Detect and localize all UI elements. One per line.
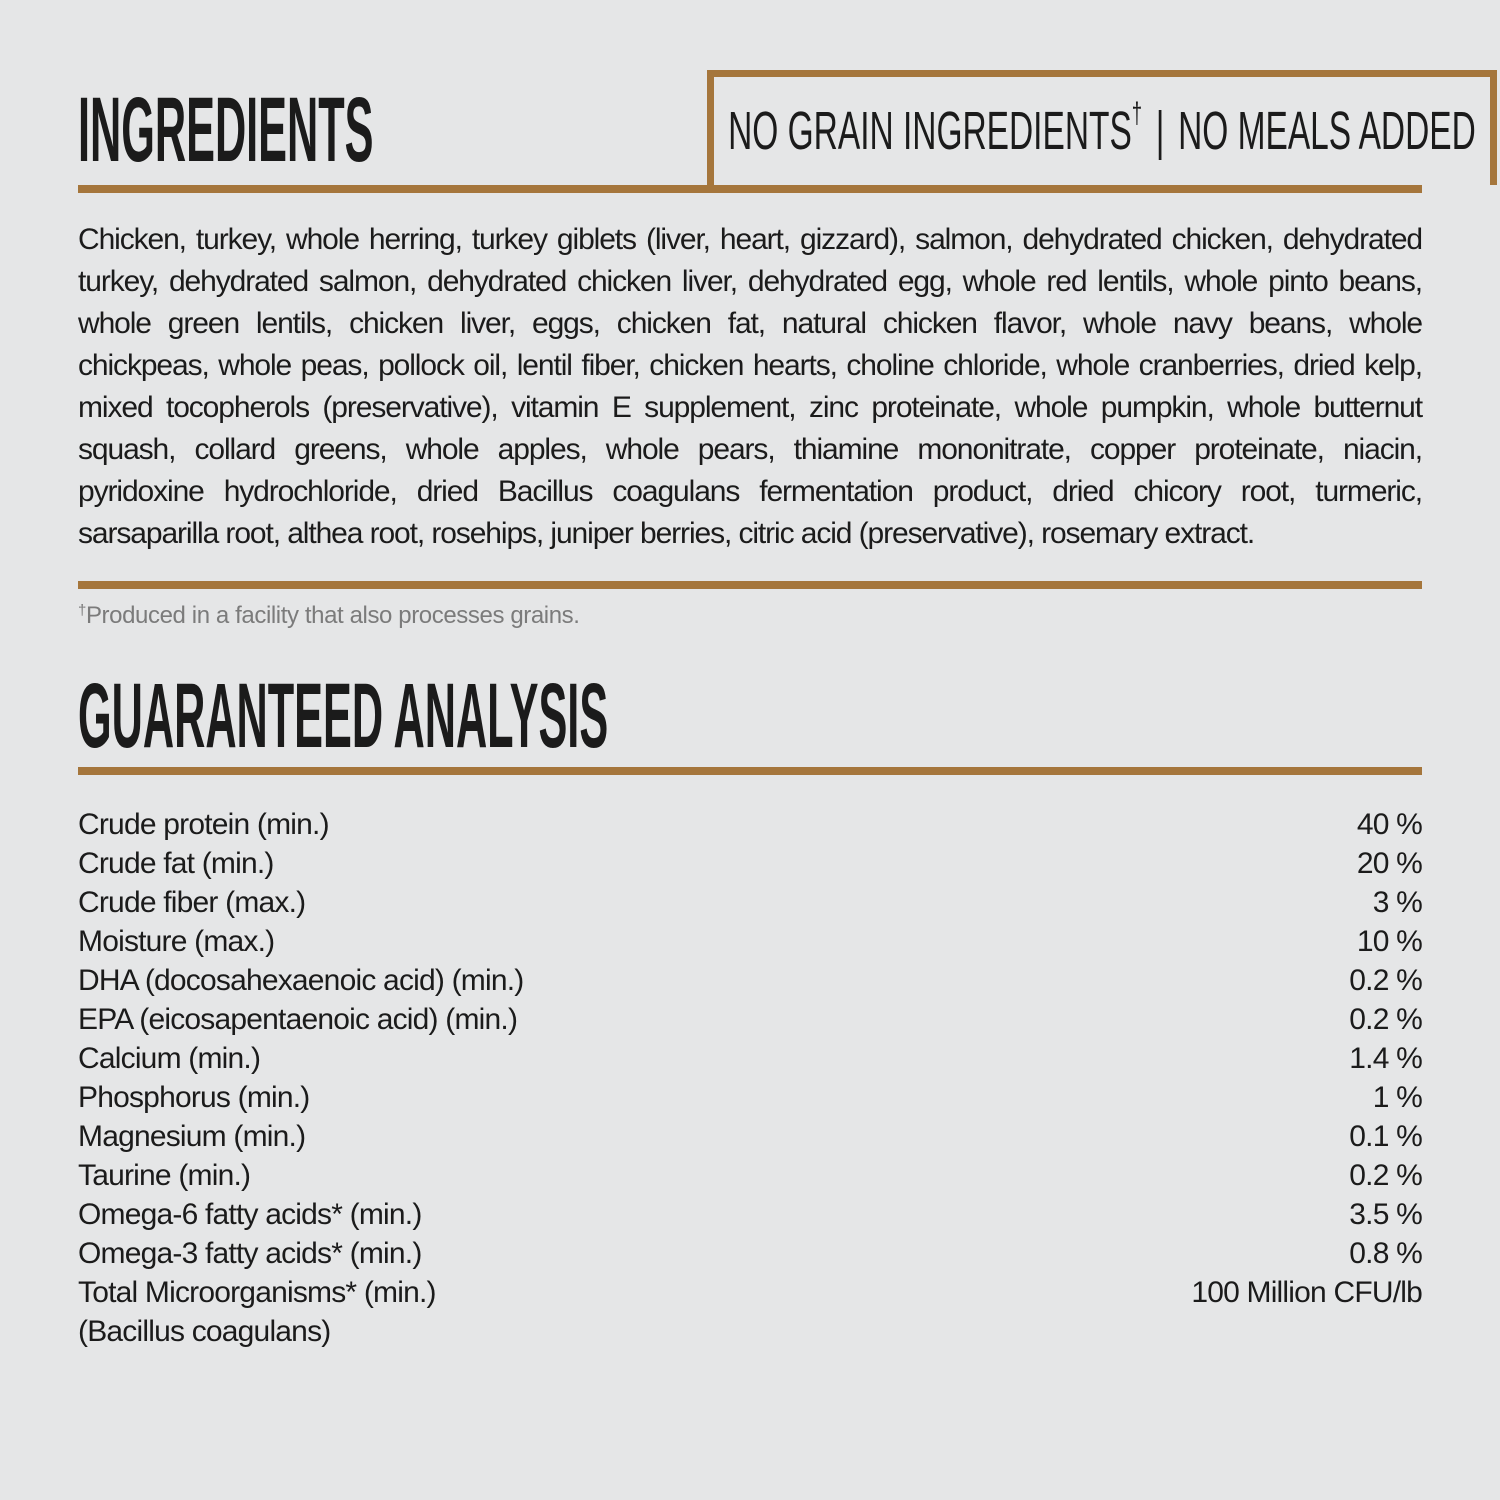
badge-dagger-symbol: † (1131, 97, 1142, 130)
analysis-divider-rule (78, 767, 1422, 775)
table-row: Total Microorganisms* (min.) 100 Million… (78, 1273, 1423, 1312)
table-row: Phosphorus (min.) 1 % (78, 1078, 1423, 1117)
badge-separator: | (1155, 101, 1165, 161)
badge-no-grain-label: NO GRAIN INGREDIENTS (727, 101, 1132, 161)
ingredients-header-row: INGREDIENTS NO GRAIN INGREDIENTS† | NO MEA… (78, 70, 1497, 193)
nutrient-value: 10 % (1356, 925, 1423, 958)
table-row: Omega-6 fatty acids* (min.) 3.5 % (78, 1195, 1423, 1234)
nutrient-value: 0.8 % (1349, 1237, 1423, 1270)
nutrient-value: 40 % (1356, 808, 1423, 841)
label-content: INGREDIENTS NO GRAIN INGREDIENTS† | NO MEA… (78, 0, 1497, 1351)
nutrient-label: (Bacillus coagulans) (78, 1315, 331, 1348)
footnote-divider-rule (78, 581, 1422, 589)
table-row: (Bacillus coagulans) (78, 1312, 1422, 1351)
no-grain-badge-box: NO GRAIN INGREDIENTS† | NO MEALS ADDED (706, 70, 1497, 185)
nutrient-label: Moisture (max.) (78, 925, 275, 958)
nutrient-value: 100 Million CFU/lb (1191, 1276, 1422, 1309)
nutrient-value: 1.4 % (1349, 1042, 1423, 1075)
footnote-text: Produced in a facility that also process… (85, 602, 580, 629)
table-row: Calcium (min.) 1.4 % (78, 1039, 1423, 1078)
nutrient-value: 20 % (1356, 847, 1423, 880)
table-row: Crude fat (min.) 20 % (78, 844, 1423, 883)
footnote-dagger-symbol: † (78, 602, 86, 619)
nutrient-label: Crude fiber (max.) (78, 886, 306, 919)
nutrient-value: 0.1 % (1349, 1120, 1423, 1153)
table-row: Omega-3 fatty acids* (min.) 0.8 % (78, 1234, 1423, 1273)
nutrient-value: 0.2 % (1349, 1003, 1423, 1036)
nutrient-value: 0.2 % (1349, 1159, 1423, 1192)
table-row: DHA (docosahexaenoic acid) (min.) 0.2 % (78, 961, 1423, 1000)
nutrient-label: Omega-3 fatty acids* (min.) (78, 1237, 422, 1270)
ingredients-title: INGREDIENTS (78, 79, 374, 181)
nutrient-label: Total Microorganisms* (min.) (78, 1276, 436, 1309)
grain-facility-footnote: †Produced in a facility that also proces… (78, 601, 1422, 631)
guaranteed-analysis-table: Crude protein (min.) 40 % Crude fat (min… (78, 805, 1423, 1351)
badge-no-meals-label: NO MEALS ADDED (1177, 101, 1476, 161)
nutrient-label: Taurine (min.) (78, 1159, 251, 1192)
nutrient-value: 1 % (1372, 1081, 1423, 1114)
nutrient-label: Crude fat (min.) (78, 847, 274, 880)
nutrient-value: 0.2 % (1349, 964, 1423, 997)
table-row: Taurine (min.) 0.2 % (78, 1156, 1423, 1195)
guaranteed-analysis-title: GUARANTEED ANALYSIS (78, 665, 609, 767)
table-row: EPA (eicosapentaenoic acid) (min.) 0.2 % (78, 1000, 1423, 1039)
table-row: Magnesium (min.) 0.1 % (78, 1117, 1423, 1156)
ingredients-paragraph: Chicken, turkey, whole herring, turkey g… (78, 223, 1423, 550)
nutrient-value: 3.5 % (1349, 1198, 1423, 1231)
nutrient-label: Magnesium (min.) (78, 1120, 306, 1153)
nutrient-label: EPA (eicosapentaenoic acid) (min.) (78, 1003, 518, 1036)
nutrient-label: Phosphorus (min.) (78, 1081, 310, 1114)
no-grain-badge-text: NO GRAIN INGREDIENTS† | NO MEALS ADDED (727, 99, 1476, 161)
table-row: Crude fiber (max.) 3 % (78, 883, 1423, 922)
table-row: Crude protein (min.) 40 % (78, 805, 1423, 844)
nutrient-label: Calcium (min.) (78, 1042, 261, 1075)
nutrient-label: DHA (docosahexaenoic acid) (min.) (78, 964, 524, 997)
nutrient-label: Omega-6 fatty acids* (min.) (78, 1198, 422, 1231)
nutrient-label: Crude protein (min.) (78, 808, 330, 841)
nutrient-value: 3 % (1372, 886, 1423, 919)
table-row: Moisture (max.) 10 % (78, 922, 1423, 961)
